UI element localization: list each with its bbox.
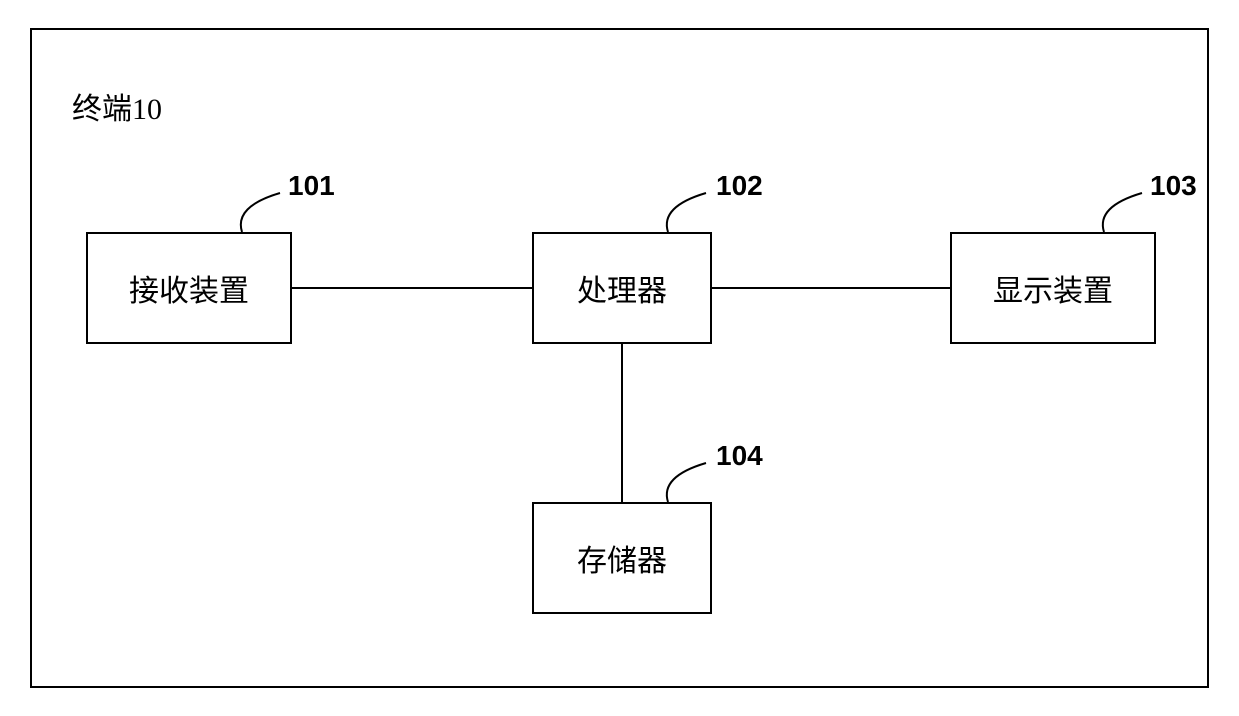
node-memory: 存储器 — [532, 502, 712, 614]
node-display: 显示装置 — [950, 232, 1156, 344]
node-processor: 处理器 — [532, 232, 712, 344]
node-label-display: 显示装置 — [993, 266, 1113, 310]
edge-processor-display — [712, 287, 950, 289]
node-receiver: 接收装置 — [86, 232, 292, 344]
node-label-processor: 处理器 — [577, 266, 667, 310]
ref-memory: 104 — [716, 440, 763, 472]
diagram-title: 终端10 — [72, 84, 162, 128]
edge-processor-memory — [621, 344, 623, 502]
node-label-memory: 存储器 — [577, 536, 667, 580]
ref-receiver: 101 — [288, 170, 335, 202]
ref-processor: 102 — [716, 170, 763, 202]
ref-display: 103 — [1150, 170, 1197, 202]
node-label-receiver: 接收装置 — [129, 266, 249, 310]
edge-receiver-processor — [292, 287, 532, 289]
